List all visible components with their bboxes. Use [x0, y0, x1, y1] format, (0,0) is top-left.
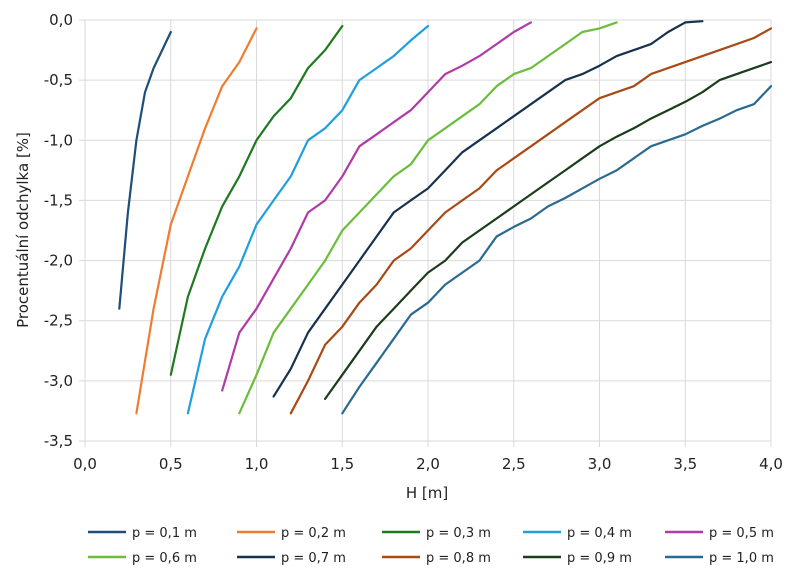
- y-tick-label: -1,0: [44, 131, 73, 149]
- series-line-8: [289, 27, 773, 415]
- legend-label: p = 0,5 m: [709, 526, 774, 541]
- series-line-3: [169, 24, 344, 376]
- series-line-10: [341, 85, 773, 415]
- series-line-4: [186, 24, 430, 415]
- series-line-6: [238, 21, 618, 415]
- y-axis-label: Procentuální odchylka [%]: [14, 132, 32, 328]
- y-tick-label: -2,5: [44, 312, 73, 330]
- series-line-2: [135, 27, 258, 415]
- legend-label: p = 0,3 m: [426, 526, 491, 541]
- tick-labels: 0,0 0,5 1,0 1,5 2,0 2,5 3,0 3,5 4,0 0,0 -0,5 -1,0 -1…: [44, 11, 783, 473]
- legend-label: p = 0,6 m: [132, 551, 197, 566]
- x-tick-label: 3,0: [588, 455, 612, 473]
- x-tick-label: 0,5: [159, 455, 183, 473]
- series-line-9: [324, 61, 773, 400]
- series-line-5: [221, 21, 532, 392]
- y-tick-label: 0,0: [49, 11, 73, 29]
- x-tick-label: 3,5: [673, 455, 697, 473]
- legend: p = 0,1 m p = 0,2 m p = 0,3 m p = 0,4 m p = …: [88, 526, 774, 566]
- legend-label: p = 0,9 m: [567, 551, 632, 566]
- series-line-7: [272, 20, 704, 398]
- x-tick-label: 1,0: [245, 455, 269, 473]
- x-tick-label: 0,0: [73, 455, 97, 473]
- y-tick-label: -1,5: [44, 191, 73, 209]
- series-line-1: [118, 30, 172, 310]
- legend-label: p = 0,2 m: [281, 526, 346, 541]
- legend-label: p = 1,0 m: [709, 551, 774, 566]
- y-tick-label: -0,5: [44, 71, 73, 89]
- x-tick-label: 2,0: [416, 455, 440, 473]
- legend-label: p = 0,4 m: [567, 526, 632, 541]
- x-tick-label: 4,0: [759, 455, 783, 473]
- y-tick-label: -3,0: [44, 372, 73, 390]
- series-layer: [118, 20, 773, 415]
- x-tick-label: 2,5: [502, 455, 526, 473]
- x-tick-label: 1,5: [330, 455, 354, 473]
- x-axis-label: H [m]: [406, 484, 448, 502]
- legend-label: p = 0,8 m: [426, 551, 491, 566]
- grid-lines: [79, 19, 772, 447]
- y-tick-label: -3,5: [44, 432, 73, 450]
- legend-label: p = 0,1 m: [132, 526, 197, 541]
- legend-label: p = 0,7 m: [281, 551, 346, 566]
- y-tick-label: -2,0: [44, 252, 73, 270]
